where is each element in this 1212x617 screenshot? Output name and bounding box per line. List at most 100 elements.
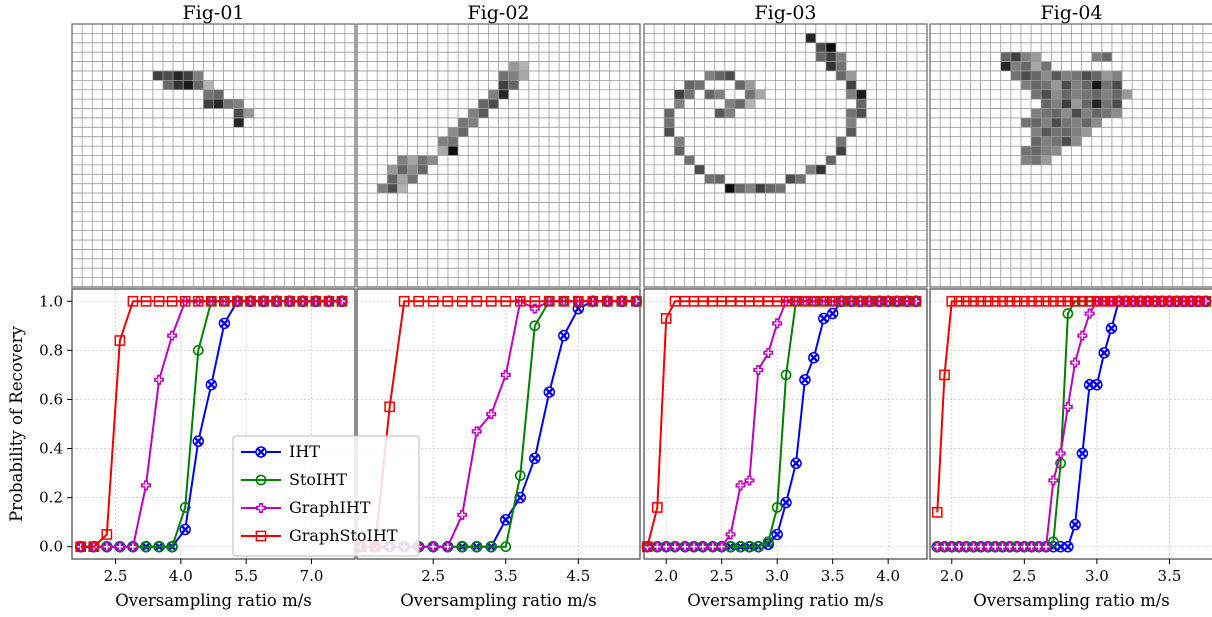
image-pixel [213, 89, 224, 100]
image-pixel [447, 127, 459, 137]
image-pixel [1051, 99, 1062, 109]
image-pixel [417, 155, 428, 165]
marker-iht [780, 496, 792, 509]
image-pixel [815, 42, 826, 53]
y-tick-label: 0.0 [39, 538, 63, 556]
image-pixel [488, 89, 499, 100]
marker-graphstoiht [601, 295, 613, 307]
marker-graphstoiht [384, 401, 396, 413]
marker-graphstoiht [989, 295, 1001, 307]
series-line [936, 300, 1206, 513]
image-pixel [856, 89, 867, 100]
image-pixel [1031, 146, 1042, 156]
image-pixel [1010, 70, 1021, 81]
marker-graphstoiht [543, 295, 555, 307]
image-pixel [1051, 146, 1062, 156]
image-pixel [1020, 52, 1032, 62]
image-pixel [1061, 99, 1072, 109]
image-pixel [1101, 52, 1112, 62]
marker-graphstoiht [1127, 295, 1139, 307]
marker-stoiht [471, 541, 483, 553]
legend-label: GraphStoIHT [289, 526, 398, 545]
image-pixel [785, 174, 796, 184]
image-pixel [1081, 108, 1092, 118]
image-pixel [1091, 70, 1102, 81]
image-pixel [193, 70, 204, 81]
image-pixel [233, 99, 244, 109]
marker-graphstoiht [697, 295, 709, 307]
y-tick-label: 0.8 [39, 341, 63, 359]
marker-graphiht [500, 369, 511, 380]
image-pixel [745, 99, 756, 109]
series-line [937, 300, 1206, 548]
image-pixel [1071, 117, 1082, 128]
image-pixel [1041, 70, 1052, 81]
marker-graphiht [471, 426, 482, 437]
marker-stoiht [514, 470, 526, 481]
marker-graphstoiht [245, 295, 256, 307]
marker-graphstoiht [1171, 295, 1183, 307]
image-pixel [1061, 136, 1072, 147]
image-pixel [407, 174, 418, 184]
marker-graphstoiht [1156, 295, 1168, 307]
series-line [360, 300, 637, 548]
image-pixel [1010, 52, 1021, 62]
marker-graphiht [1062, 401, 1073, 412]
series-graphstoiht [931, 295, 1212, 518]
x-tick-label: 3.0 [1085, 567, 1109, 585]
series-line [937, 300, 1206, 548]
image-pixel [1051, 127, 1062, 137]
marker-graphstoiht [336, 295, 348, 307]
marker-stoiht [1055, 457, 1067, 469]
marker-graphstoiht [297, 295, 309, 307]
marker-iht [808, 351, 820, 364]
image-pixel [1041, 99, 1052, 109]
panel-title: Fig-03 [754, 2, 816, 24]
series-graphstoiht [355, 295, 642, 553]
legend-entry-iht: IHT [241, 442, 320, 461]
marker-graphiht [744, 475, 755, 486]
image-pixel [1111, 80, 1123, 90]
marker-graphstoiht [1098, 295, 1110, 307]
marker-graphstoiht [558, 295, 570, 307]
marker-graphstoiht [780, 295, 792, 307]
marker-stoiht [485, 541, 497, 553]
x-axis-label: Oversampling ratio m/s [400, 591, 597, 610]
image-pixel [1041, 155, 1052, 165]
marker-iht [826, 307, 839, 320]
x-tick-label: 3.0 [765, 567, 789, 585]
marker-iht [790, 457, 802, 470]
image-mesh [643, 23, 928, 288]
image-pixel [825, 61, 837, 71]
image-pixel [846, 108, 857, 118]
image-pixel [1031, 127, 1042, 137]
marker-graphiht [1055, 448, 1066, 459]
marker-iht [179, 523, 191, 536]
image-pixel [825, 52, 837, 62]
image-pixel [805, 33, 816, 43]
image-pixel [233, 108, 244, 118]
marker-iht [192, 435, 205, 447]
marker-graphstoiht [140, 295, 152, 307]
image-pixel [498, 80, 509, 90]
image-pixel [173, 80, 184, 90]
marker-graphiht [1077, 330, 1088, 341]
marker-graphstoiht [931, 507, 943, 518]
marker-stoiht [140, 541, 152, 553]
marker-graphstoiht [88, 541, 100, 553]
image-pixel [1071, 99, 1082, 109]
image-pixel [1031, 89, 1042, 100]
image-pixel [1031, 117, 1042, 128]
marker-graphiht [428, 541, 439, 552]
image-pixel [498, 70, 509, 81]
marker-graphstoiht [1004, 295, 1016, 307]
image-pixel [846, 127, 857, 137]
image-pixel [447, 136, 459, 147]
image-pixel [734, 99, 746, 109]
marker-stoiht [153, 541, 165, 553]
x-axis-label: Oversampling ratio m/s [115, 591, 312, 610]
marker-iht [799, 374, 811, 386]
marker-graphstoiht [456, 295, 468, 307]
marker-iht [529, 452, 541, 465]
plot-frame [71, 288, 356, 560]
